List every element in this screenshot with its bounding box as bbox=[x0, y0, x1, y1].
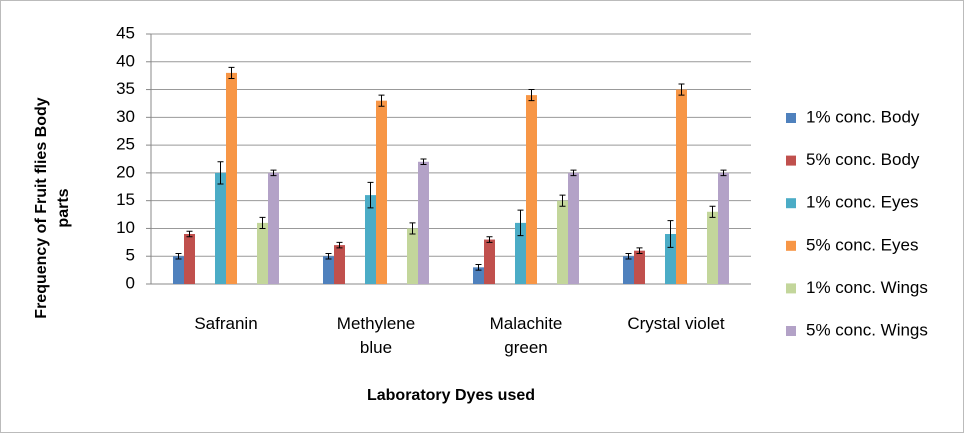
bar bbox=[376, 100, 387, 285]
error-bar bbox=[475, 264, 482, 271]
error-bar bbox=[559, 194, 566, 207]
error-bar bbox=[678, 83, 685, 96]
bar bbox=[557, 200, 568, 284]
legend-swatch bbox=[786, 326, 796, 336]
y-tick-label: 30 bbox=[116, 107, 135, 126]
error-bar bbox=[270, 169, 277, 177]
bar bbox=[184, 234, 195, 284]
y-axis-title: Frequency of Fruit flies Body parts bbox=[33, 97, 72, 319]
y-tick-label: 45 bbox=[116, 23, 135, 42]
error-bar bbox=[175, 252, 182, 260]
bar bbox=[418, 161, 429, 284]
legend-swatch bbox=[786, 113, 796, 123]
bar bbox=[568, 172, 579, 284]
bar bbox=[226, 72, 237, 284]
error-bar bbox=[217, 161, 224, 185]
legend-label: 1% conc. Body bbox=[806, 107, 920, 126]
bar bbox=[718, 172, 729, 284]
legend-label: 1% conc. Eyes bbox=[806, 193, 918, 212]
bar bbox=[173, 256, 184, 284]
error-bar bbox=[420, 158, 427, 166]
error-bar bbox=[325, 252, 332, 260]
y-tick-label: 0 bbox=[126, 273, 135, 292]
legend-label: 5% conc. Eyes bbox=[806, 235, 918, 254]
bar bbox=[473, 267, 484, 284]
error-bar bbox=[667, 220, 674, 248]
y-tick-label: 25 bbox=[116, 135, 135, 154]
error-bar bbox=[709, 205, 716, 218]
error-bar bbox=[367, 181, 374, 209]
x-axis-title: Laboratory Dyes used bbox=[366, 387, 536, 404]
bar bbox=[623, 256, 634, 284]
bar bbox=[676, 89, 687, 284]
legend-label: 1% conc. Wings bbox=[806, 278, 928, 297]
bar bbox=[257, 222, 268, 284]
y-tick-label: 5 bbox=[126, 246, 135, 265]
legend-label: 5% conc. Wings bbox=[806, 320, 928, 339]
error-bar bbox=[517, 209, 524, 237]
error-bar bbox=[636, 247, 643, 254]
y-tick-label: 20 bbox=[116, 162, 135, 181]
bar bbox=[634, 250, 645, 284]
bar bbox=[484, 239, 495, 284]
bar bbox=[268, 172, 279, 284]
bar bbox=[407, 228, 418, 284]
bar bbox=[707, 211, 718, 284]
error-bar bbox=[486, 236, 493, 243]
x-tick-label: Malachite green bbox=[489, 314, 563, 357]
error-bar bbox=[378, 94, 385, 107]
y-tick-label: 10 bbox=[116, 218, 135, 237]
legend-swatch bbox=[786, 283, 796, 294]
bar bbox=[323, 256, 334, 284]
x-tick-label: Crystal violet bbox=[627, 314, 725, 333]
error-bar bbox=[570, 169, 577, 177]
error-bar bbox=[528, 89, 535, 102]
y-tick-label: 15 bbox=[116, 190, 135, 209]
legend-label: 5% conc. Body bbox=[806, 150, 920, 169]
error-bar bbox=[186, 230, 193, 238]
error-bar bbox=[409, 222, 416, 235]
y-tick-label: 35 bbox=[116, 79, 135, 98]
error-bar bbox=[625, 252, 632, 260]
x-tick-label: Safranin bbox=[194, 314, 258, 333]
x-tick-label: Methylene blue bbox=[336, 314, 416, 357]
legend-swatch bbox=[786, 155, 796, 166]
error-bar bbox=[720, 169, 727, 177]
bar bbox=[515, 222, 526, 284]
error-bar bbox=[336, 241, 343, 249]
bar bbox=[365, 195, 376, 284]
bar bbox=[215, 172, 226, 284]
bar bbox=[334, 245, 345, 284]
legend-swatch bbox=[786, 240, 796, 251]
error-bar bbox=[259, 216, 266, 229]
y-tick-label: 40 bbox=[116, 51, 135, 70]
bar bbox=[665, 234, 676, 284]
bar bbox=[526, 95, 537, 284]
error-bar bbox=[228, 66, 235, 79]
legend-swatch bbox=[786, 198, 796, 209]
